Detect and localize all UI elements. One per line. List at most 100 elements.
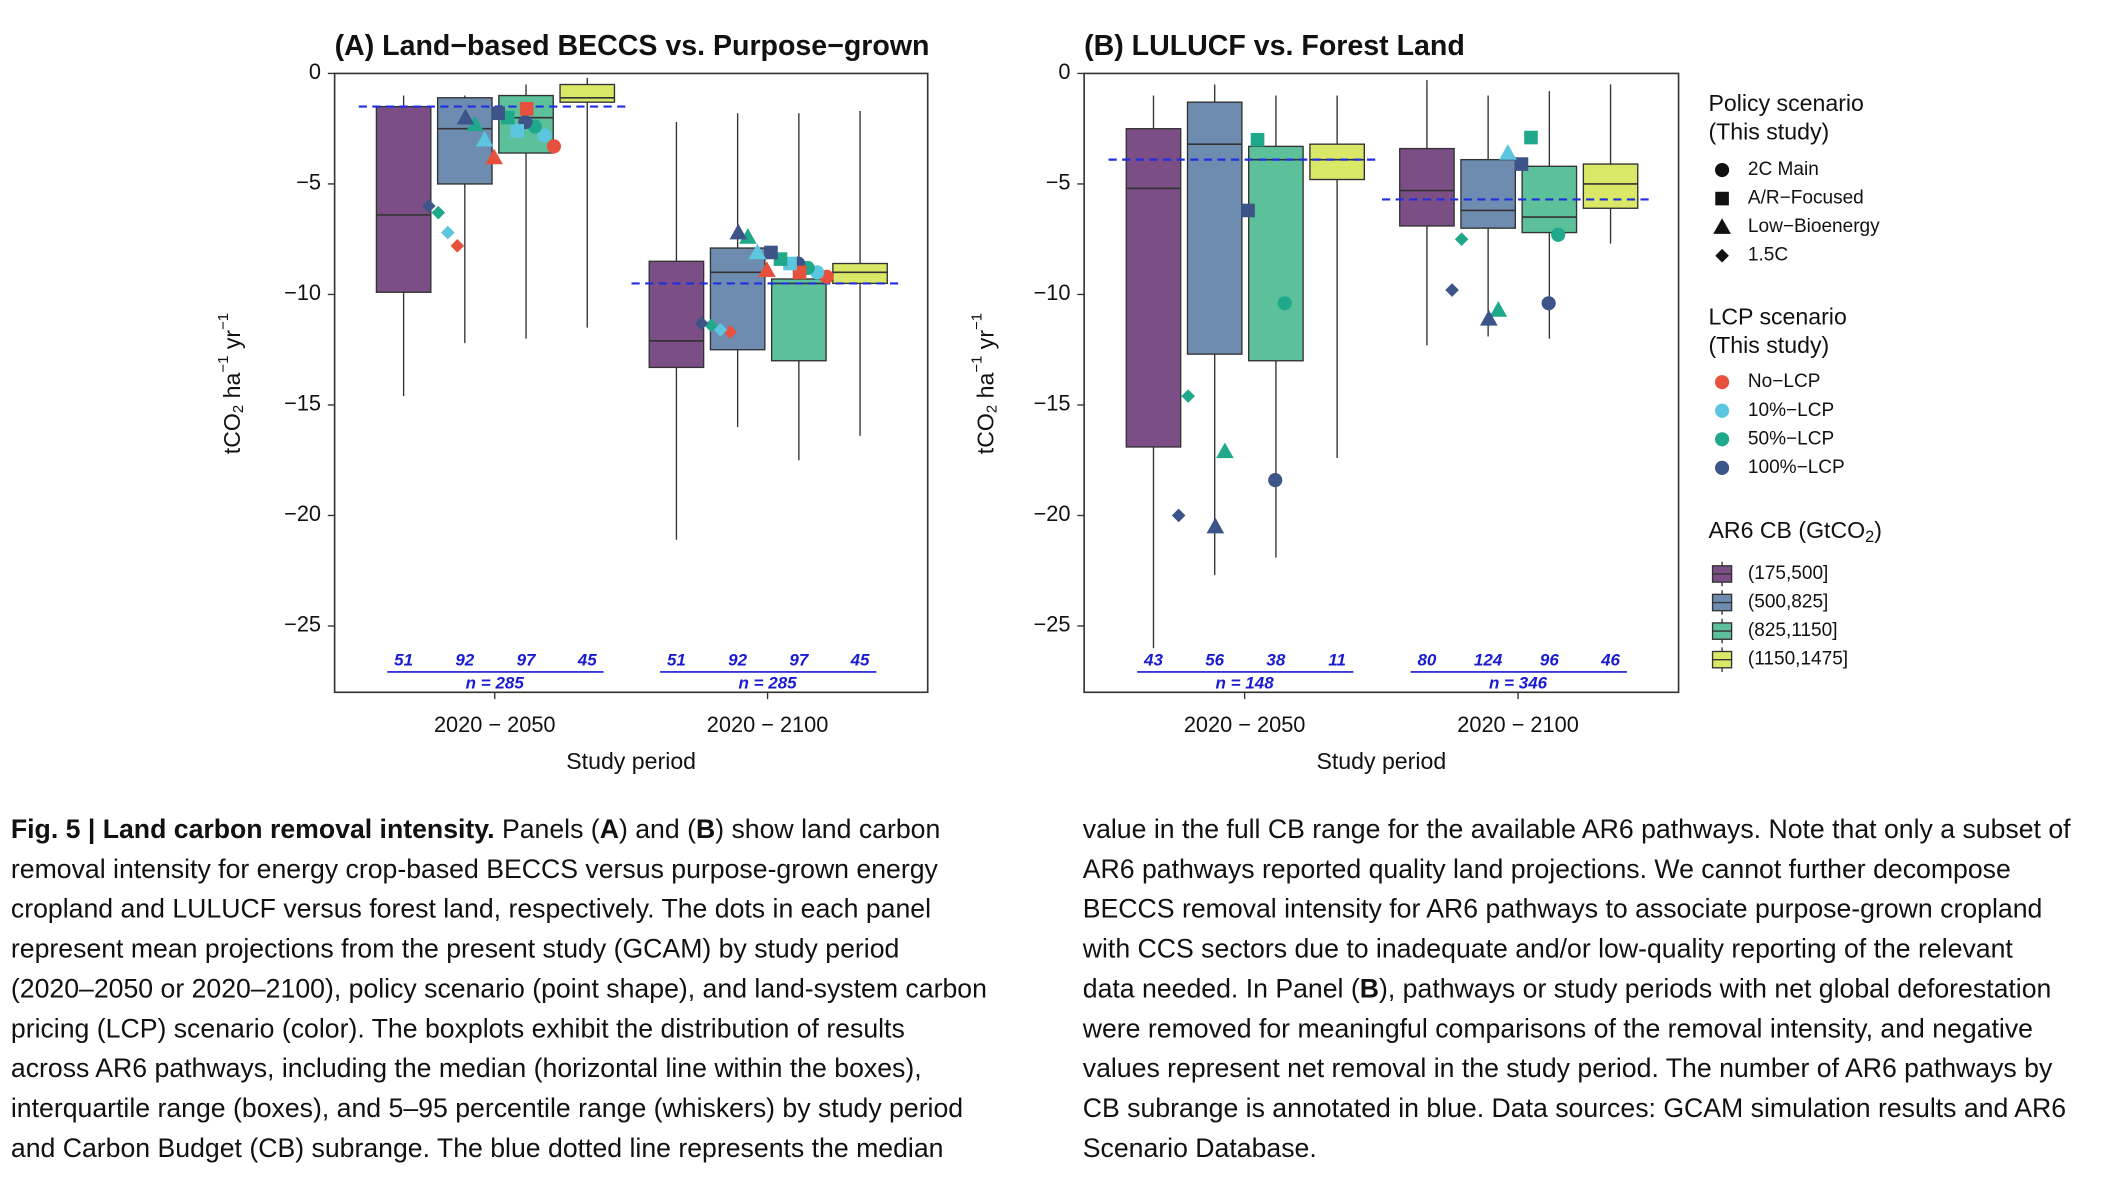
y-tick-label: −15: [1034, 391, 1071, 416]
caption-line: were removed for meaningful comparisons …: [1082, 1013, 2033, 1043]
study-point: [704, 318, 718, 333]
count-label: 97: [517, 650, 537, 669]
study-point: [694, 316, 709, 330]
caption-line: BECCS removal intensity for AR6 pathways…: [1083, 894, 2043, 924]
study-point: [1499, 144, 1517, 160]
legend-label: 100%−LCP: [1748, 457, 1845, 478]
caption-line: pricing (LCP) scenario (color). The boxp…: [11, 1013, 905, 1043]
study-point: [1454, 232, 1469, 247]
count-label: 92: [728, 650, 747, 669]
caption-run: pricing (LCP) scenario (color). The boxp…: [11, 1013, 905, 1043]
box: [1186, 101, 1243, 355]
study-point: [456, 108, 475, 125]
box: [1309, 143, 1366, 181]
study-point: [491, 106, 505, 121]
caption-run: were removed for meaningful comparisons …: [1082, 1013, 2033, 1043]
box: [559, 83, 616, 103]
legend-symbol: [1715, 191, 1729, 206]
caption-line: cropland and LULUCF versus forest land, …: [11, 894, 931, 924]
legend-symbol: [1715, 460, 1730, 475]
caption-run: and Carbon Budget (CB) subrange. The blu…: [11, 1133, 944, 1163]
caption-run: removal intensity for energy crop-based …: [11, 854, 939, 884]
study-point: [1241, 203, 1255, 218]
x-axis-label: Study period: [1316, 748, 1446, 774]
caption-run: values represent net removal in the stud…: [1083, 1053, 2053, 1083]
y-axis-label: tCO2 ha−1 yr−1: [969, 313, 1001, 454]
legend-label: Low−Bioenergy: [1748, 216, 1880, 237]
study-point: [748, 243, 767, 260]
caption-run: data needed. In Panel (: [1083, 973, 1360, 1003]
count-label: 51: [667, 650, 686, 669]
total-label: n = 148: [1216, 674, 1275, 693]
legend-symbol: [1715, 432, 1730, 447]
caption-run: AR6 pathways reported quality land proje…: [1083, 854, 2011, 884]
legend-label: 10%−LCP: [1748, 400, 1834, 421]
legend-symbol: [1715, 375, 1730, 390]
y-axis-label-part: ha: [219, 373, 245, 405]
legend-label: (825,1150]: [1748, 620, 1838, 641]
box: [375, 105, 432, 293]
caption-line: CB subrange is annotated in blue. Data s…: [1083, 1093, 2066, 1123]
caption-line: interquartile range (boxes), and 5–95 pe…: [11, 1093, 963, 1123]
x-tick-label: 2020 − 2100: [1457, 712, 1579, 737]
box: [832, 262, 888, 285]
study-point: [1479, 309, 1498, 326]
y-tick-label: −20: [284, 501, 321, 526]
legend-label: 2C Main: [1748, 159, 1819, 180]
caption-run: represent mean projections from the pres…: [11, 934, 899, 964]
legend-label: 1.5C: [1748, 245, 1788, 266]
study-point: [1277, 296, 1292, 311]
study-point: [764, 245, 778, 260]
study-point: [519, 102, 534, 116]
legend-title: (This study): [1708, 332, 1829, 358]
legend-title: LCP scenario: [1708, 303, 1846, 329]
caption-run: value in the full CB range for the avail…: [1083, 814, 2071, 844]
y-tick-label: −10: [284, 280, 321, 305]
plot-frame: [333, 72, 929, 694]
caption-run: (2020–2050 or 2020–2100), policy scenari…: [11, 973, 987, 1003]
caption-run: ) and (: [619, 814, 696, 844]
caption-run: ), pathways or study periods with net gl…: [1379, 973, 2051, 1003]
count-label: 38: [1266, 650, 1285, 669]
caption-run: BECCS removal intensity for AR6 pathways…: [1083, 894, 2043, 924]
study-point: [1216, 442, 1234, 459]
study-point: [537, 128, 552, 143]
y-axis-label-part: −1: [215, 356, 232, 373]
panel-title: (B) LULUCF vs. Forest Land: [1084, 30, 1465, 62]
caption-run: ) show land carbon: [715, 814, 940, 844]
count-label: 92: [455, 650, 474, 669]
box: [1248, 145, 1304, 362]
legend-title-part: 2: [1865, 528, 1874, 546]
study-point: [1206, 517, 1225, 534]
legend-label: A/R−Focused: [1748, 188, 1864, 209]
legend-title: Policy scenario: [1708, 90, 1863, 116]
caption-line: value in the full CB range for the avail…: [1083, 814, 2071, 844]
y-tick-label: −20: [1034, 501, 1071, 526]
legend-label: No−LCP: [1748, 371, 1820, 392]
study-point: [1489, 301, 1508, 317]
caption-line: across AR6 pathways, including the media…: [11, 1053, 922, 1083]
count-label: 11: [1328, 650, 1346, 669]
legend-title: (This study): [1708, 118, 1829, 144]
legend-label: (1150,1475]: [1748, 649, 1848, 670]
study-point: [510, 124, 524, 138]
legend-title-part: AR6 CB (GtCO: [1708, 517, 1865, 543]
y-axis-label-part: tCO: [219, 413, 245, 454]
study-point: [1551, 227, 1566, 242]
plot-frame: [1083, 72, 1680, 694]
study-point: [758, 261, 776, 277]
box: [770, 278, 827, 362]
study-point: [739, 228, 757, 244]
y-tick-label: 0: [1058, 59, 1070, 84]
caption-run: cropland and LULUCF versus forest land, …: [11, 894, 931, 924]
y-axis-label-part: ha: [973, 373, 999, 405]
study-point: [1514, 157, 1529, 171]
legend-symbol: [1715, 248, 1729, 263]
count-label: 97: [789, 650, 809, 669]
study-point: [1250, 132, 1265, 147]
x-tick-label: 2020 − 2100: [707, 712, 829, 737]
caption-run: A: [600, 814, 619, 844]
study-point: [1268, 473, 1283, 488]
caption-line: values represent net removal in the stud…: [1083, 1053, 2053, 1083]
y-axis-label-part: yr: [973, 330, 999, 356]
